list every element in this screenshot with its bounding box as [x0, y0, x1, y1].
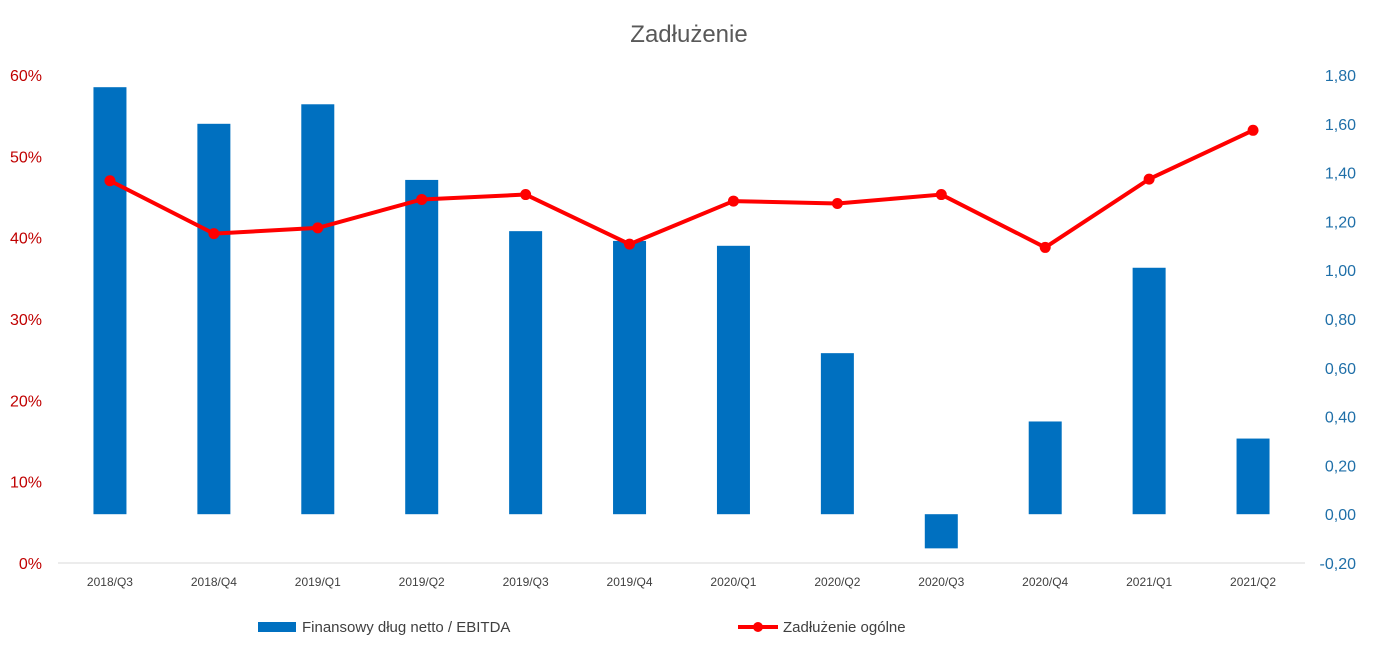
line-series — [104, 124, 1259, 253]
x-tick-label: 2020/Q4 — [1022, 575, 1068, 589]
right-tick-label: 1,20 — [1325, 214, 1356, 231]
bar-mark — [1236, 438, 1270, 515]
bar-mark — [93, 87, 127, 515]
bar-mark — [820, 353, 854, 515]
left-tick-label: 10% — [10, 475, 42, 492]
bar-mark — [405, 179, 439, 515]
left-tick-label: 30% — [10, 312, 42, 329]
legend-bar-swatch — [258, 622, 296, 632]
left-tick-label: 50% — [10, 149, 42, 166]
line-path — [109, 128, 1254, 250]
x-tick-label: 2021/Q2 — [1230, 575, 1276, 589]
right-tick-label: 0,00 — [1325, 507, 1356, 524]
line-point — [727, 195, 739, 207]
bar-series — [93, 87, 1270, 549]
line-point — [1143, 173, 1155, 185]
x-tick-label: 2018/Q3 — [87, 575, 133, 589]
bar-mark — [1028, 421, 1062, 515]
left-tick-label: 0% — [19, 556, 42, 573]
legend-line-label: Zadłużenie ogólne — [783, 619, 906, 636]
line-point — [208, 228, 220, 240]
line-point — [520, 189, 532, 201]
left-tick-label: 60% — [10, 68, 42, 85]
x-tick-label: 2020/Q3 — [918, 575, 964, 589]
x-tick-label: 2020/Q2 — [814, 575, 860, 589]
bar-mark — [924, 514, 958, 549]
bar-mark — [197, 123, 231, 515]
chart-title: Zadłużenie — [630, 21, 747, 48]
line-point — [104, 175, 116, 187]
legend-bar-label: Finansowy dług netto / EBITDA — [302, 619, 510, 636]
line-point — [312, 222, 324, 234]
bar-mark — [716, 245, 750, 515]
x-tick-label: 2019/Q4 — [607, 575, 653, 589]
legend: Finansowy dług netto / EBITDA Zadłużenie… — [258, 619, 906, 636]
left-axis: 0% 10% 20% 30% 40% 50% 60% — [10, 68, 42, 573]
x-tick-label: 2021/Q1 — [1126, 575, 1172, 589]
right-tick-label: 1,60 — [1325, 117, 1356, 134]
line-point — [416, 193, 428, 205]
right-tick-label: 0,40 — [1325, 410, 1356, 427]
x-tick-label: 2019/Q2 — [399, 575, 445, 589]
x-tick-label: 2020/Q1 — [710, 575, 756, 589]
bar-mark — [613, 240, 647, 515]
bar-mark — [1132, 267, 1166, 515]
left-tick-label: 20% — [10, 393, 42, 410]
bar-mark — [301, 104, 335, 515]
right-tick-label: 1,80 — [1325, 68, 1356, 85]
x-tick-label: 2018/Q4 — [191, 575, 237, 589]
right-tick-label: 0,80 — [1325, 312, 1356, 329]
left-tick-label: 40% — [10, 231, 42, 248]
bar-mark — [509, 231, 543, 515]
line-point — [1247, 124, 1259, 136]
right-tick-label: -0,20 — [1320, 556, 1357, 573]
line-point — [1039, 241, 1051, 253]
line-point — [831, 198, 843, 210]
x-tick-label: 2019/Q1 — [295, 575, 341, 589]
x-axis: 2018/Q3 2018/Q4 2019/Q1 2019/Q2 2019/Q3 2019/… — [87, 575, 1276, 589]
right-tick-label: 1,40 — [1325, 166, 1356, 183]
x-tick-label: 2019/Q3 — [503, 575, 549, 589]
right-tick-label: 1,00 — [1325, 263, 1356, 280]
right-tick-label: 0,20 — [1325, 458, 1356, 475]
line-point — [935, 189, 947, 201]
legend-line-marker — [753, 622, 763, 632]
line-point — [624, 238, 636, 250]
right-axis: -0,20 0,00 0,20 0,40 0,60 0,80 1,00 1,20 1,40 1,6… — [1320, 68, 1357, 573]
right-tick-label: 0,60 — [1325, 361, 1356, 378]
